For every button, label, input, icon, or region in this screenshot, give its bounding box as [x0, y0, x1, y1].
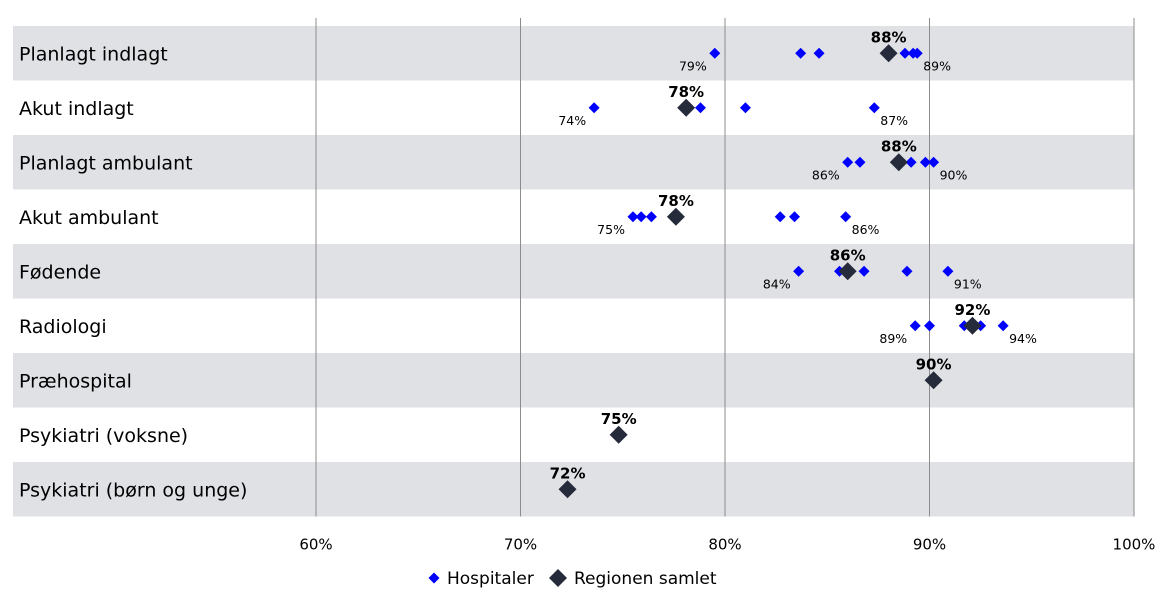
region-total-point [879, 44, 898, 63]
hospital-point [899, 47, 911, 59]
region-total-label: 72% [550, 464, 586, 482]
hospital-point [909, 320, 921, 332]
hospital-point [627, 211, 639, 223]
category-label: Psykiatri (børn og unge) [19, 479, 247, 501]
min-hospital-label: 74% [558, 113, 586, 128]
hospital-point [795, 47, 807, 59]
hospital-point [793, 265, 805, 277]
max-hospital-label: 90% [940, 167, 968, 182]
region-total-label: 86% [830, 246, 866, 264]
min-hospital-label: 89% [879, 331, 907, 346]
legend-hospitaler-marker [428, 572, 440, 584]
hospital-point [854, 156, 866, 168]
x-tick-label: 80% [708, 536, 741, 554]
hospital-point [942, 265, 954, 277]
x-tick-label: 90% [913, 536, 946, 554]
row-band [13, 135, 1134, 190]
region-total-point [558, 480, 577, 499]
hospital-point [588, 102, 600, 114]
hospital-point [919, 156, 931, 168]
x-tick-label: 70% [504, 536, 537, 554]
hospital-point [739, 102, 751, 114]
hospital-point [635, 211, 647, 223]
hospital-point [868, 102, 880, 114]
min-hospital-label: 79% [679, 58, 707, 73]
region-total-point [838, 262, 857, 281]
region-total-point [609, 425, 628, 444]
region-total-label: 75% [601, 410, 637, 428]
hospital-point [840, 211, 852, 223]
region-total-point [963, 316, 982, 335]
hospital-point [928, 156, 940, 168]
region-total-label: 78% [658, 192, 694, 210]
region-total-label: 90% [916, 355, 952, 373]
hospital-point [842, 156, 854, 168]
region-total-point [889, 153, 908, 172]
legend: Hospitaler Regionen samlet [428, 569, 717, 589]
hospital-point [789, 211, 801, 223]
hospital-point [645, 211, 657, 223]
hospital-point [911, 47, 923, 59]
min-hospital-label: 86% [812, 167, 840, 182]
x-tick-label: 100% [1113, 536, 1156, 554]
max-hospital-label: 86% [852, 222, 880, 237]
category-label: Fødende [19, 261, 101, 283]
max-hospital-label: 91% [954, 276, 982, 291]
max-hospital-label: 94% [1009, 331, 1037, 346]
row-band [13, 26, 1134, 81]
category-label: Præhospital [19, 370, 132, 392]
region-total-label: 88% [881, 137, 917, 155]
category-label: Psykiatri (voksne) [19, 425, 188, 447]
category-label: Radiologi [19, 316, 107, 338]
hospital-point [997, 320, 1009, 332]
legend-regionen-samlet-marker [549, 569, 567, 587]
hospital-point [901, 265, 913, 277]
x-axis-tick-labels: 60% 70% 80% 90% 100% [299, 536, 1155, 554]
region-total-point [924, 371, 943, 390]
hospital-point [858, 265, 870, 277]
region-total-label: 92% [954, 301, 990, 319]
category-label: Akut indlagt [19, 98, 134, 120]
min-hospital-label: 75% [597, 222, 625, 237]
row-band [13, 353, 1134, 408]
hospital-point [774, 211, 786, 223]
legend-hospitaler-label: Hospitaler [447, 569, 534, 589]
data-points: 79% 89% 88% 74% 87% 78% 86% 90% 88% 75% 86% 78% 84% 9… [550, 28, 1037, 499]
hospital-point [924, 320, 935, 332]
min-hospital-label: 84% [763, 276, 791, 291]
max-hospital-label: 87% [880, 113, 908, 128]
x-tick-label: 60% [299, 536, 332, 554]
region-total-label: 78% [668, 83, 704, 101]
hospital-point [813, 47, 825, 59]
vertical-gridlines [315, 18, 1135, 517]
max-hospital-label: 89% [923, 58, 951, 73]
hospital-point [694, 102, 706, 114]
category-labels: Planlagt indlagt Akut indlagt Planlagt amb… [19, 43, 247, 501]
region-total-point [666, 207, 685, 226]
region-total-label: 88% [871, 28, 907, 46]
region-total-point [677, 98, 696, 117]
hospital-point [709, 47, 721, 59]
category-label: Akut ambulant [19, 207, 159, 229]
legend-regionen-samlet-label: Regionen samlet [574, 569, 717, 589]
category-label: Planlagt ambulant [19, 152, 193, 174]
category-label: Planlagt indlagt [19, 43, 168, 65]
hospital-point [905, 156, 917, 168]
